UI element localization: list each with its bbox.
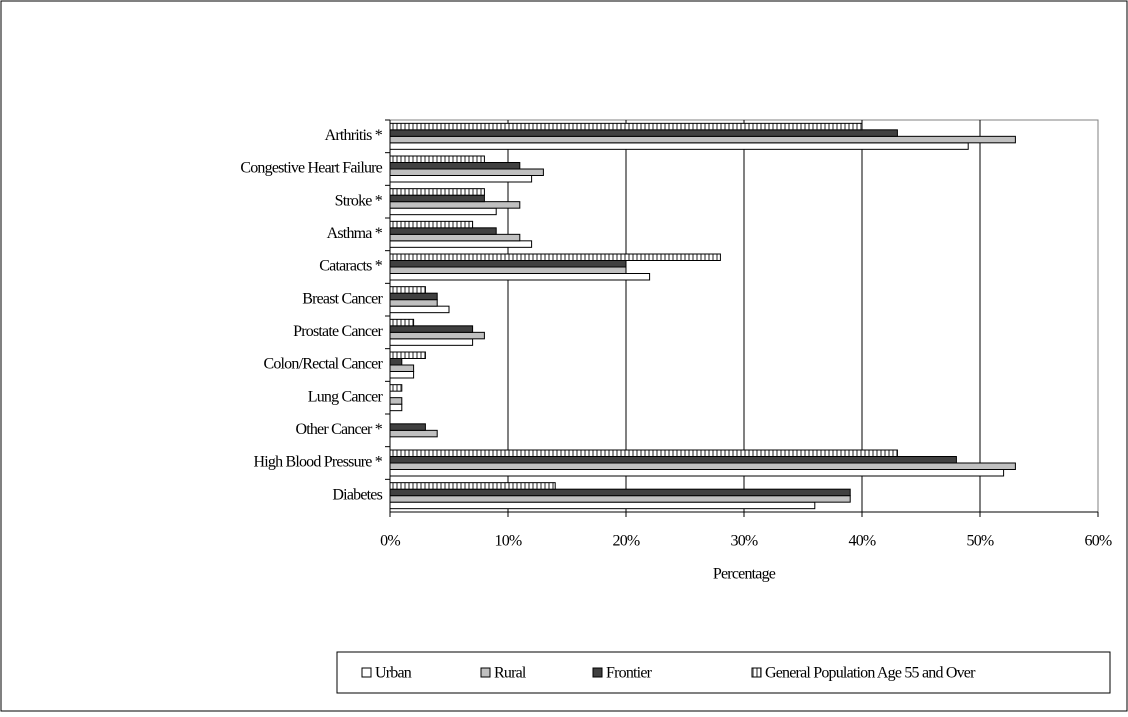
bar: [389, 397, 403, 405]
legend-label: General Population Age 55 and Over: [765, 665, 976, 682]
bar: [389, 423, 426, 431]
legend-swatch: [751, 667, 762, 678]
bar: [389, 155, 485, 163]
bar: [389, 351, 426, 359]
y-tick-label: Lung Cancer: [308, 388, 384, 405]
bar: [389, 482, 556, 490]
bar: [389, 201, 521, 209]
bar: [389, 462, 1016, 470]
bar: [389, 188, 485, 196]
bar: [389, 227, 497, 235]
legend-label: Rural: [494, 665, 527, 682]
x-tick-label: 30%: [731, 533, 758, 550]
bar: [389, 371, 415, 379]
bar: [389, 286, 426, 294]
y-tick-label: Arthritis *: [325, 127, 383, 144]
bar: [389, 168, 544, 176]
y-tick-label: Breast Cancer: [302, 290, 383, 307]
bar: [389, 449, 898, 457]
bar: [389, 456, 957, 464]
bar: [389, 338, 474, 346]
legend-swatch: [480, 667, 491, 678]
legend-swatch: [361, 667, 372, 678]
x-tick-label: 40%: [849, 533, 876, 550]
bar: [389, 292, 438, 301]
legend-swatch: [592, 667, 603, 678]
y-tick-label: Stroke *: [335, 192, 383, 209]
bar: [389, 429, 438, 438]
y-tick-label: Prostate Cancer: [293, 323, 383, 340]
bar: [389, 142, 969, 150]
bar: [389, 273, 651, 281]
y-tick-label: Diabetes: [332, 486, 382, 503]
y-tick-label: Congestive Heart Failure: [240, 160, 382, 177]
legend-label: Urban: [375, 665, 412, 682]
y-tick-label: Asthma *: [327, 225, 383, 242]
x-axis-label: Percentage: [713, 566, 776, 583]
y-tick-label: High Blood Pressure *: [253, 454, 382, 471]
bar: [389, 318, 415, 327]
bar: [389, 129, 898, 137]
y-tick-label: Other Cancer *: [295, 421, 382, 438]
bar: [389, 305, 450, 314]
bar: [389, 266, 627, 274]
bar: [389, 220, 474, 229]
bar: [389, 122, 863, 131]
bar: [389, 194, 485, 203]
bar: [389, 207, 497, 216]
bar: [389, 403, 403, 412]
bar: [389, 488, 851, 497]
y-tick-label: Cataracts *: [319, 258, 383, 275]
bar: [389, 358, 403, 366]
bar: [389, 495, 851, 503]
bar: [389, 364, 415, 372]
bar: [389, 469, 1005, 477]
bar: [389, 162, 521, 170]
bar: [389, 240, 533, 248]
x-tick-label: 20%: [613, 533, 640, 550]
bar: [389, 384, 403, 392]
y-tick-label: Colon/Rectal Cancer: [263, 356, 383, 373]
x-tick-label: 50%: [967, 533, 994, 550]
bar: [389, 331, 485, 340]
bar: [389, 299, 438, 307]
bar: [389, 325, 474, 333]
legend-label: Frontier: [606, 665, 653, 682]
bar: [389, 135, 1016, 144]
x-tick-label: 0%: [380, 533, 400, 550]
bar: [389, 233, 521, 242]
bar: [389, 260, 627, 268]
legend: [336, 651, 1111, 694]
x-tick-label: 60%: [1085, 533, 1112, 550]
bar: [389, 175, 533, 183]
bar: [389, 253, 721, 261]
bar: [389, 501, 816, 510]
x-tick-label: 10%: [495, 533, 522, 550]
